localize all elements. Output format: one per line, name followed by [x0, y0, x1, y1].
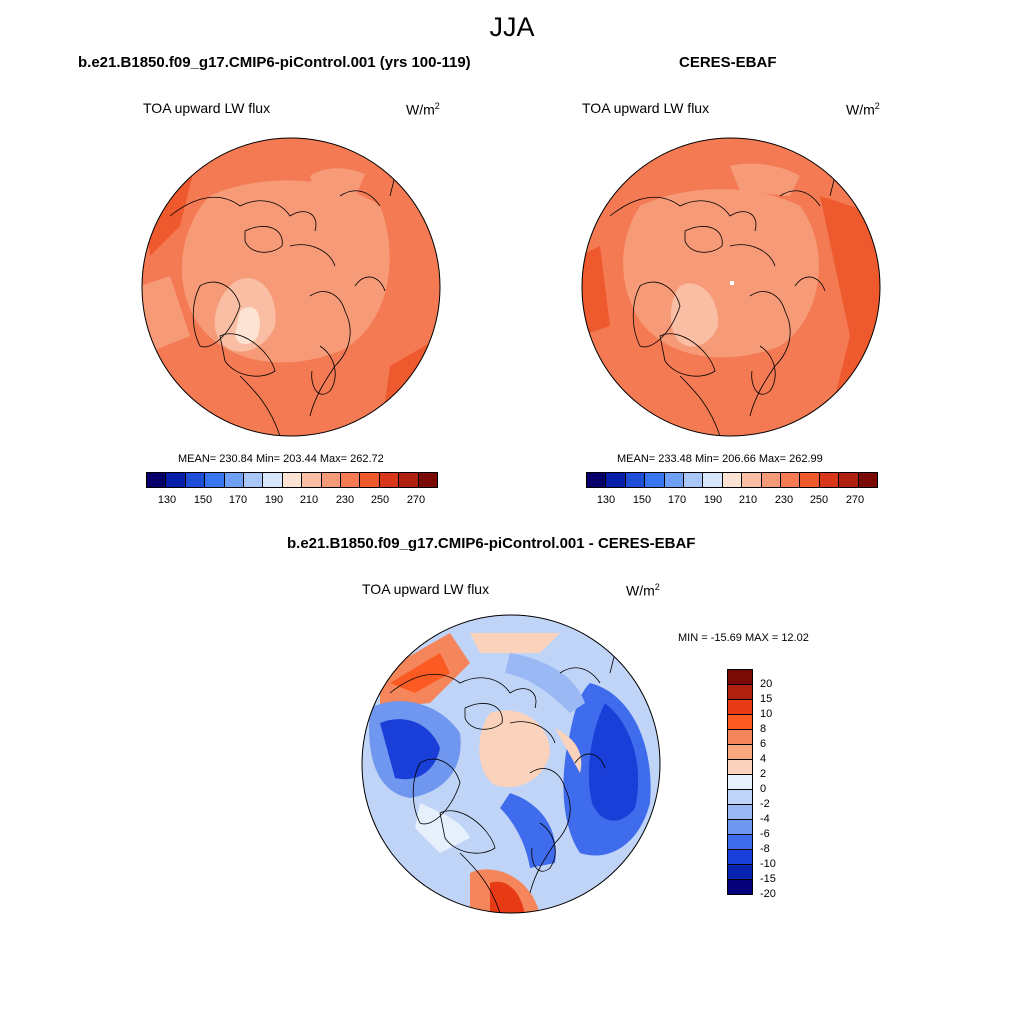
colorbar-obs-label: 150 — [632, 494, 652, 506]
colorbar-diff-label: -20 — [760, 888, 776, 900]
colorbar-diff-label: -2 — [760, 798, 770, 810]
colorbar-model-label: 270 — [406, 494, 426, 506]
colorbar-diff-label: -15 — [760, 873, 776, 885]
colorbar-model-label: 210 — [299, 494, 319, 506]
colorbar-diff-label: 2 — [760, 768, 767, 780]
map-diff-polar — [361, 614, 661, 914]
map-obs-polar — [581, 137, 881, 437]
colorbar-obs-label: 230 — [774, 494, 794, 506]
colorbar-obs-label: 170 — [667, 494, 687, 506]
panel-model-unit: W/m2 — [406, 101, 440, 118]
panel-obs-stats: MEAN= 233.48 Min= 206.66 Max= 262.99 — [617, 453, 823, 465]
colorbar-diff-label: 8 — [760, 723, 767, 735]
panel-obs-variable: TOA upward LW flux — [582, 100, 710, 116]
colorbar-model-label: 150 — [193, 494, 213, 506]
colorbar-model-label: 170 — [228, 494, 248, 506]
colorbar-diff-label: 0 — [760, 783, 767, 795]
colorbar-model — [146, 472, 438, 488]
colorbar-diff-label: -8 — [760, 843, 770, 855]
colorbar-diff-label: 20 — [760, 678, 773, 690]
colorbar-obs-label: 270 — [845, 494, 865, 506]
colorbar-obs — [586, 472, 878, 488]
panel-obs-unit: W/m2 — [846, 101, 880, 118]
colorbar-diff-label: 4 — [760, 753, 767, 765]
colorbar-model-label: 190 — [264, 494, 284, 506]
colorbar-diff — [727, 669, 753, 895]
colorbar-diff-label: -10 — [760, 858, 776, 870]
colorbar-model-label: 130 — [157, 494, 177, 506]
panel-diff-title: b.e21.B1850.f09_g17.CMIP6-piControl.001 … — [287, 535, 696, 552]
colorbar-diff-label: -6 — [760, 828, 770, 840]
colorbar-obs-label: 190 — [703, 494, 723, 506]
colorbar-obs-label: 210 — [738, 494, 758, 506]
panel-diff-stats: MIN = -15.69 MAX = 12.02 — [678, 632, 809, 644]
colorbar-obs-label: 250 — [809, 494, 829, 506]
season-title: JJA — [489, 12, 535, 42]
colorbar-diff-label: 10 — [760, 708, 773, 720]
panel-model-stats: MEAN= 230.84 Min= 203.44 Max= 262.72 — [178, 453, 384, 465]
panel-obs-title: CERES-EBAF — [679, 54, 777, 71]
colorbar-diff-label: 6 — [760, 738, 767, 750]
panel-model-title: b.e21.B1850.f09_g17.CMIP6-piControl.001 … — [78, 54, 471, 71]
colorbar-obs-label: 130 — [596, 494, 616, 506]
map-model-polar — [141, 137, 441, 437]
panel-diff-unit: W/m2 — [626, 582, 660, 599]
colorbar-diff-label: 15 — [760, 693, 773, 705]
colorbar-model-label: 230 — [335, 494, 355, 506]
colorbar-diff-label: -4 — [760, 813, 770, 825]
panel-model-variable: TOA upward LW flux — [143, 100, 271, 116]
colorbar-model-label: 250 — [370, 494, 390, 506]
panel-diff-variable: TOA upward LW flux — [362, 581, 490, 597]
